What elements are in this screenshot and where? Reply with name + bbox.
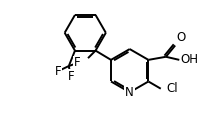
Text: Cl: Cl — [166, 82, 177, 95]
Text: O: O — [177, 31, 186, 44]
Text: F: F — [74, 57, 81, 69]
Text: N: N — [125, 86, 134, 99]
Text: F: F — [55, 65, 61, 78]
Text: F: F — [68, 70, 74, 83]
Text: OH: OH — [181, 53, 199, 66]
